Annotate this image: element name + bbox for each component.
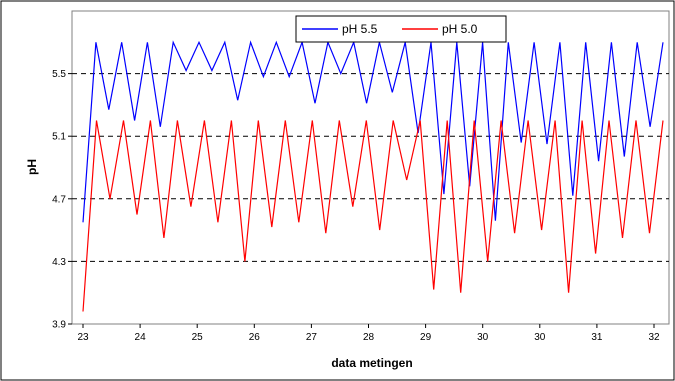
x-tick-label: 29 [420, 332, 432, 343]
y-tick-label: 4.7 [52, 194, 66, 205]
x-tick-label: 27 [306, 332, 318, 343]
x-tick-label: 30 [477, 332, 489, 343]
x-tick-label: 25 [192, 332, 204, 343]
y-axis-title: pH [25, 159, 39, 175]
x-tick-label: 23 [77, 332, 89, 343]
x-tick-label: 28 [363, 332, 375, 343]
x-axis-title: data metingen [331, 356, 412, 370]
y-tick-label: 5.1 [52, 132, 66, 143]
x-tick-label: 31 [591, 332, 603, 343]
x-axis-ticks: 23 24 25 26 27 28 29 30 30 31 32 [77, 324, 660, 343]
y-tick-label: 3.9 [52, 320, 66, 331]
y-tick-label: 5.5 [52, 69, 66, 80]
y-tick-label: 4.3 [52, 257, 66, 268]
legend: pH 5.5 pH 5.0 [295, 15, 507, 43]
legend-label: pH 5.5 [342, 22, 378, 36]
series-line-ph-5-5 [82, 40, 664, 223]
x-tick-label: 30 [534, 332, 546, 343]
y-axis-ticks: 3.9 4.3 4.7 5.1 5.5 [52, 69, 72, 331]
x-tick-label: 24 [135, 332, 147, 343]
reference-lines [72, 73, 669, 262]
series-line-ph-5-0 [82, 120, 664, 312]
series-layer [82, 40, 664, 312]
plot-area [71, 10, 670, 325]
x-tick-label: 32 [648, 332, 660, 343]
x-tick-label: 26 [249, 332, 261, 343]
legend-label: pH 5.0 [442, 22, 478, 36]
